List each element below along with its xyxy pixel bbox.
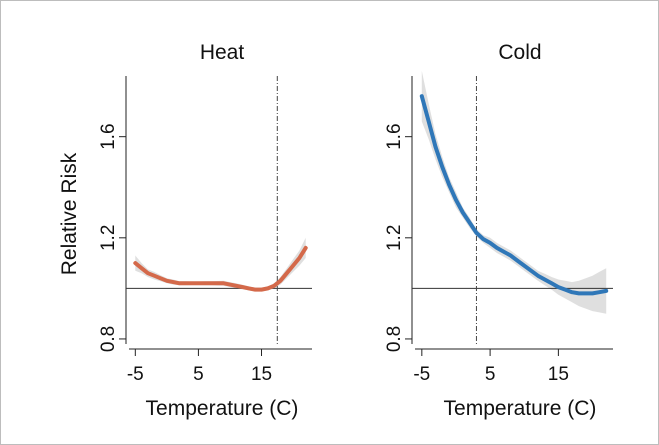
x-tick-label: -5 xyxy=(413,364,430,385)
x-tick-label: 15 xyxy=(548,364,569,385)
x-tick-label: 5 xyxy=(193,364,204,385)
y-axis-label: Relative Risk xyxy=(58,152,81,275)
x-axis-label: Temperature (C) xyxy=(444,397,597,420)
panel-heat: Heat Relative Risk Temperature (C) 0.8 1… xyxy=(58,41,312,420)
series-line-heat xyxy=(133,245,308,292)
x-axis-label: Temperature (C) xyxy=(146,397,299,420)
panel-title: Cold xyxy=(498,41,541,64)
x-tick-label: 15 xyxy=(251,364,272,385)
y-tick-label: 1.2 xyxy=(98,225,119,251)
confidence-band xyxy=(421,70,607,314)
panel-title: Heat xyxy=(200,41,245,64)
series-line-cold xyxy=(419,94,609,296)
y-tick-label: 1.6 xyxy=(98,123,119,149)
x-tick-label: 5 xyxy=(485,364,496,385)
y-tick-label: 0.8 xyxy=(384,326,405,352)
y-tick-label: 1.2 xyxy=(384,225,405,251)
x-tick-label: -5 xyxy=(127,364,144,385)
y-tick-label: 0.8 xyxy=(98,326,119,352)
y-tick-label: 1.6 xyxy=(384,123,405,149)
panel-cold: Cold Temperature (C) 0.8 1.2 1.6 -5 5 15 xyxy=(384,41,613,420)
